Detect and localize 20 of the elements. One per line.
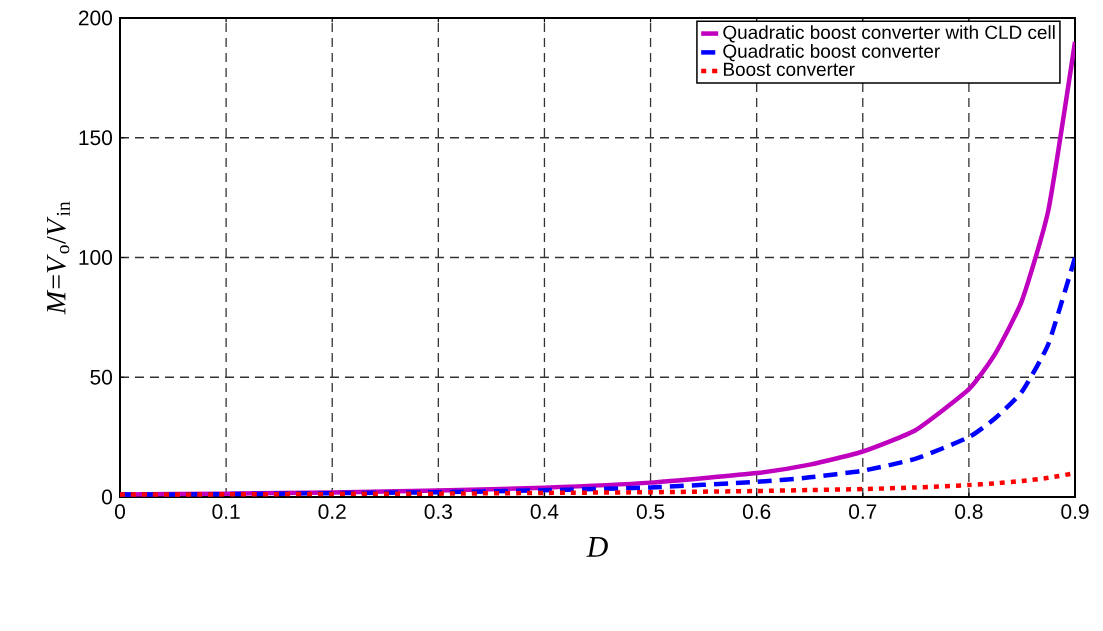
x-tick-label: 0.9 bbox=[1061, 504, 1089, 519]
x-tick-label: 0.7 bbox=[849, 504, 877, 519]
x-tick-label: 0.8 bbox=[955, 504, 983, 519]
x-tick-label: 0.2 bbox=[318, 504, 346, 519]
x-tick-label: 0.3 bbox=[424, 504, 452, 519]
x-axis-title: D bbox=[586, 537, 608, 557]
y-tick-label: 150 bbox=[79, 130, 112, 146]
legend-label: Boost converter bbox=[723, 62, 855, 77]
x-tick-label: 0.1 bbox=[212, 504, 240, 519]
y-tick-label: 200 bbox=[78, 10, 112, 26]
y-tick-label: 50 bbox=[90, 369, 112, 385]
legend-label: Quadratic boost converter with CLD cell bbox=[723, 25, 1055, 43]
x-tick-label: 0.4 bbox=[530, 504, 559, 519]
x-tick-label: 0.6 bbox=[742, 504, 771, 519]
x-tick-label: 0 bbox=[115, 504, 125, 519]
y-axis-title: M=V$_{o}$/V$_{in}$ bbox=[46, 201, 70, 315]
y-tick-label: 100 bbox=[79, 250, 112, 265]
legend-label: Quadratic boost converter bbox=[723, 43, 940, 62]
y-tick-label: 0 bbox=[102, 489, 113, 505]
x-tick-label: 0.5 bbox=[636, 504, 665, 519]
